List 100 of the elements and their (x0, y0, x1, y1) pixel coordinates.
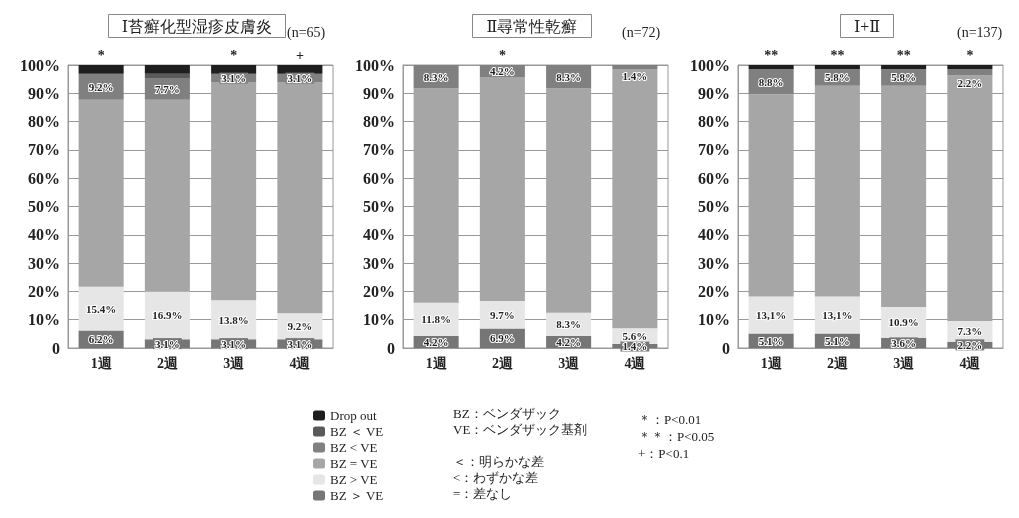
y-tick-label: 80% (28, 113, 60, 131)
text: BZ：ベンダザック (453, 406, 561, 421)
bar (479, 76, 525, 302)
bar (748, 65, 794, 70)
x-tick-label: 3週 (223, 355, 246, 371)
data-label: 8.8% (758, 75, 784, 88)
y-tick-label: 100% (690, 56, 730, 74)
data-label: 1.4% (622, 70, 648, 83)
y-tick-label: 60% (363, 169, 395, 187)
y-tick-label: 90% (363, 84, 395, 102)
data-label: 3.1% (155, 337, 180, 350)
y-tick-label: 70% (363, 141, 395, 159)
bar (814, 65, 860, 70)
legend-label: BZ < VE (330, 440, 378, 455)
bar (612, 68, 658, 329)
x-tick-label: 2週 (156, 355, 179, 371)
y-tick-label: 80% (363, 113, 395, 131)
text: <：わずかな差 (453, 470, 539, 485)
x-tick-label: 1週 (760, 355, 783, 371)
bar (748, 94, 794, 297)
legend-label: BZ ＞ VE (330, 488, 384, 503)
annotation: * (498, 47, 506, 63)
y-tick-label: 30% (363, 254, 395, 272)
y-tick-label: 70% (28, 141, 60, 159)
y-tick-label: 100% (355, 56, 395, 74)
data-label: 8.3% (556, 70, 581, 83)
annotation: ** (830, 47, 845, 63)
bar (612, 65, 658, 69)
data-label: 10.9% (888, 316, 919, 329)
bar (947, 69, 993, 76)
y-tick-label: 50% (363, 198, 395, 215)
x-tick-label: 3週 (893, 355, 916, 371)
text: VE：ベンダザック基剤 (453, 422, 588, 437)
legend-label: BZ ＜ VE (330, 424, 384, 439)
data-label: 9.2% (88, 80, 114, 93)
bar (546, 88, 592, 313)
y-tick-label: 30% (28, 254, 60, 272)
data-label: 5.6% (622, 330, 648, 343)
y-tick-label: 0 (722, 339, 730, 357)
y-tick-label: 60% (28, 169, 60, 187)
y-tick-label: 20% (363, 282, 395, 300)
x-tick-label: 2週 (826, 355, 849, 371)
y-tick-label: 10% (698, 311, 730, 329)
x-tick-label: 4週 (624, 355, 647, 371)
y-tick-label: 60% (698, 169, 730, 187)
y-tick-label: 50% (698, 198, 730, 215)
x-tick-label: 4週 (289, 355, 312, 371)
data-label: 5.1% (825, 334, 850, 347)
data-label: 6.2% (88, 333, 114, 346)
legend-label: BZ = VE (330, 456, 378, 471)
bar (78, 65, 124, 74)
data-label: 15.4% (86, 302, 117, 315)
y-tick-label: 90% (698, 84, 730, 102)
data-label: 3.1% (221, 72, 246, 85)
data-label: 6.9% (490, 332, 515, 345)
bar (881, 65, 927, 70)
y-tick-label: 20% (698, 282, 730, 300)
data-label: 4.2% (556, 336, 581, 349)
y-tick-label: 80% (698, 113, 730, 131)
bar (211, 82, 257, 301)
chart-title: Ⅰ+Ⅱ (853, 17, 881, 35)
data-label: 13,1% (822, 309, 853, 322)
y-tick-label: 40% (698, 226, 730, 244)
y-tick-label: 40% (28, 226, 60, 244)
data-label: 16.9% (152, 309, 183, 322)
chart-subtitle: (n=137) (957, 24, 1003, 41)
text: +：P<0.1 (638, 446, 690, 461)
data-label: 3.1% (221, 337, 246, 350)
data-label: 9.2% (287, 320, 313, 333)
annotation: * (230, 47, 238, 63)
data-label: 2.2% (957, 338, 983, 351)
y-tick-label: 20% (28, 282, 60, 300)
bar (144, 65, 190, 74)
y-tick-label: 10% (28, 311, 60, 329)
text: ＊：P<0.01 (638, 412, 702, 427)
y-tick-label: 40% (363, 226, 395, 244)
data-label: 9.7% (490, 308, 515, 321)
data-label: 2.2% (957, 76, 983, 89)
chart-subtitle: (n=65) (287, 24, 326, 41)
bar (277, 82, 323, 314)
legend-label: BZ > VE (330, 472, 378, 487)
y-tick-label: 100% (20, 56, 60, 74)
data-label: 7.7% (155, 82, 180, 95)
data-label: 11.8% (421, 313, 451, 326)
bar (413, 88, 459, 303)
x-tick-label: 3週 (558, 355, 581, 371)
x-tick-label: 1週 (90, 355, 113, 371)
y-tick-label: 90% (28, 84, 60, 102)
chart-title: Ⅱ尋常性乾癬 (486, 17, 578, 35)
data-label: 5.8% (825, 71, 850, 84)
y-tick-label: 10% (363, 311, 395, 329)
x-tick-label: 1週 (425, 355, 448, 371)
y-tick-label: 30% (698, 254, 730, 272)
chart-title: Ⅰ苔癬化型湿疹皮膚炎 (121, 17, 273, 35)
data-label: 5.1% (758, 334, 784, 347)
y-tick-label: 0 (387, 339, 395, 357)
data-label: 1.4% (622, 340, 648, 353)
x-tick-label: 2週 (491, 355, 514, 371)
bar (211, 65, 257, 74)
annotation: * (966, 47, 974, 63)
